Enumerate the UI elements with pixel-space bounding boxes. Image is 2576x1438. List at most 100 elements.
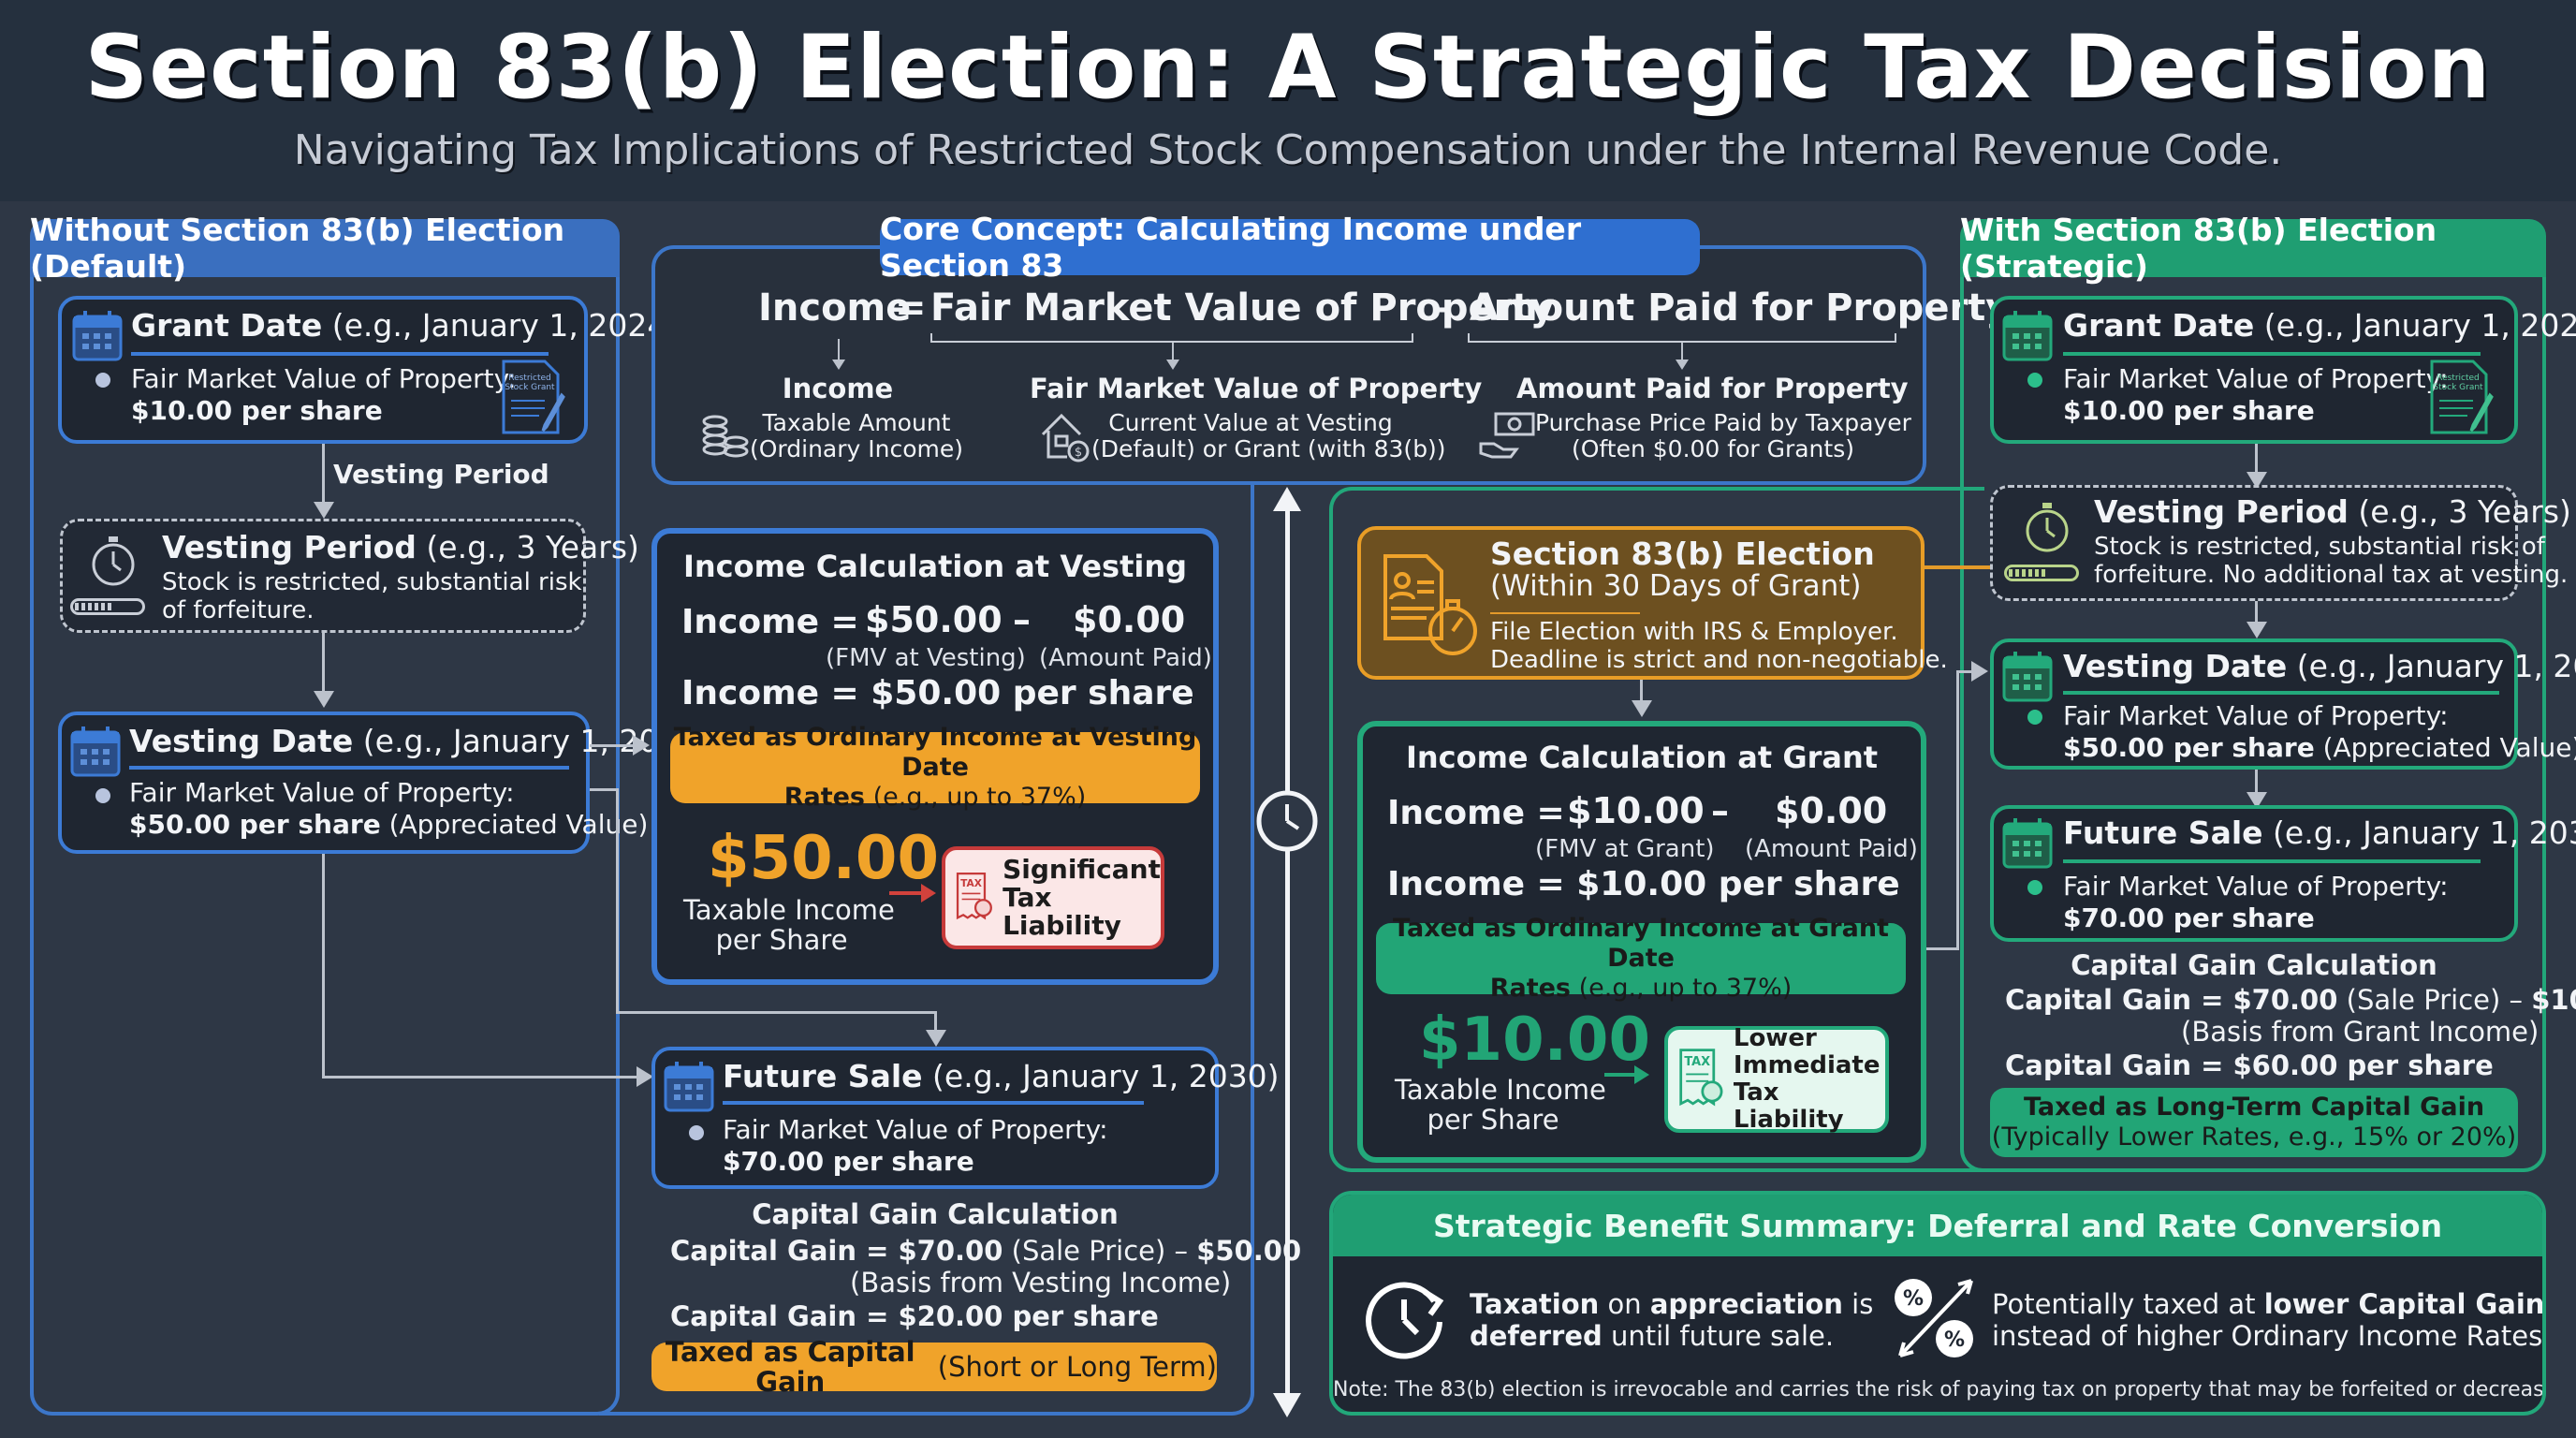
- benefit-text: Taxation: [1470, 1288, 1600, 1320]
- default-panel-right-extension: [599, 481, 1254, 1416]
- fmv-label: Fair Market Value of Property:: [2063, 363, 2449, 394]
- amount-label: per Share: [1427, 1104, 1559, 1136]
- fmv-amount: $50.00: [865, 599, 1003, 640]
- bullet: [95, 373, 110, 388]
- bullet: [2027, 880, 2042, 895]
- default-grant-date-card: Grant Date (e.g., January 1, 2024) Fair …: [58, 296, 679, 444]
- fmv-value: $50.00 per share: [2063, 732, 2315, 763]
- connector: [1910, 565, 1990, 569]
- significant-liability-badge: TAX Significant Tax Liability: [942, 846, 1164, 949]
- concept-item-line: Purchase Price Paid by Taxpayer: [1535, 409, 1911, 436]
- core-concept-tab: Core Concept: Calculating Income under S…: [880, 211, 1700, 284]
- tax-document-icon: TAX: [1679, 1049, 1723, 1107]
- connector: [2255, 601, 2258, 627]
- header-band: [0, 0, 2576, 201]
- vesting-period-title: Vesting Period: [162, 529, 417, 565]
- tax-text-rates: Rates: [1489, 974, 1572, 1003]
- income-label: Income =: [1387, 794, 1565, 832]
- concept-item-line: Current Value at Vesting: [1108, 409, 1393, 436]
- vesting-period-line2: forfeiture. No additional tax at vesting…: [2094, 561, 2569, 589]
- fmv-amount: $10.00: [1567, 790, 1705, 831]
- cg-sale-note: (Sale Price) –: [1003, 1235, 1197, 1267]
- fmv-note: (Appreciated Value): [2322, 732, 2576, 763]
- connector: [1640, 680, 1643, 706]
- divider: [2063, 691, 2499, 695]
- minus-sign: –: [1013, 599, 1031, 640]
- election-title: Section 83(b) Election: [1490, 536, 1875, 572]
- divider: [129, 766, 569, 770]
- connector: [2255, 444, 2258, 479]
- arrow-down-icon: [926, 1030, 946, 1047]
- election-filing-card: Section 83(b) Election (Within 30 Days o…: [1357, 526, 1948, 680]
- svg-text:TAX: TAX: [1684, 1055, 1710, 1069]
- bracket: [930, 333, 1413, 343]
- arrow-down-icon: [1632, 700, 1652, 717]
- connector: [1172, 343, 1174, 365]
- summary-panel: Strategic Benefit Summary: Deferral and …: [1329, 1191, 2546, 1416]
- default-cg-title: Capital Gain Calculation: [752, 1198, 1119, 1230]
- svg-text:%: %: [1903, 1287, 1924, 1311]
- progress-bar-icon: [70, 598, 145, 615]
- stopwatch-icon: [92, 536, 135, 586]
- summary-title: Strategic Benefit Summary: Deferral and …: [1333, 1195, 2542, 1256]
- divider: [2063, 859, 2481, 863]
- page-subtitle: Navigating Tax Implications of Restricte…: [293, 126, 2283, 174]
- vesting-period-line1: Stock is restricted, substantial risk of: [2094, 533, 2545, 561]
- vesting-period-arrow-label: Vesting Period: [333, 459, 549, 490]
- benefit-text: deferred: [1470, 1320, 1603, 1352]
- tax-text: Taxed as Capital Gain: [665, 1336, 915, 1398]
- core-concept-panel: [651, 245, 1926, 485]
- formula-eq: =: [895, 286, 927, 330]
- amount-label: Taxable Income: [683, 894, 895, 926]
- future-sale-date: (e.g., January 1, 2030): [932, 1058, 1280, 1094]
- tax-text: Taxed as Ordinary Income at Grant Date: [1393, 914, 1889, 973]
- red-arrow-icon: [889, 891, 923, 895]
- arrow-down-icon: [1166, 360, 1179, 370]
- divider: [1490, 612, 1640, 614]
- connector: [1926, 947, 1958, 950]
- minus-sign: –: [1711, 790, 1729, 831]
- liability-line: Immediate: [1733, 1051, 1881, 1079]
- calendar-icon: [70, 726, 121, 777]
- grant-title: Grant Date: [2063, 307, 2255, 344]
- fmv-note: (FMV at Vesting): [826, 644, 1026, 672]
- liability-line: Significant: [1003, 854, 1161, 885]
- deferred-clock-icon: [1366, 1282, 1444, 1359]
- fmv-note: (FMV at Grant): [1535, 835, 1715, 863]
- cg-basis-note: (Basis from Vesting Income): [850, 1267, 1232, 1299]
- calc-title: Income Calculation at Vesting: [682, 549, 1188, 584]
- concept-item-title: Amount Paid for Property: [1516, 373, 1909, 404]
- income-result: Income = $10.00 per share: [1387, 865, 1900, 903]
- formula-minus: –: [1432, 286, 1451, 330]
- benefit-text: appreciation: [1649, 1288, 1843, 1320]
- arrow-down-icon: [832, 360, 845, 370]
- tax-rate: (e.g., up to 37%): [872, 783, 1087, 812]
- connector: [616, 1011, 936, 1014]
- connector: [1956, 670, 1975, 673]
- tax-note: (Short or Long Term): [929, 1351, 1217, 1383]
- arrow-down-icon: [314, 502, 334, 519]
- long-term-gain-tax-badge: Taxed as Long-Term Capital Gain (Typical…: [1990, 1088, 2518, 1157]
- fmv-label: Fair Market Value of Property:: [723, 1114, 1108, 1145]
- vesting-period-line1: Stock is restricted, substantial risk: [162, 568, 582, 596]
- cash-hand-icon: [1479, 412, 1535, 459]
- red-arrow-head: [921, 884, 936, 902]
- ordinary-income-tax-badge: Taxed as Ordinary Income at Grant Date R…: [1376, 914, 1906, 1003]
- connector: [934, 1011, 937, 1039]
- svg-text:Stock Grant: Stock Grant: [2433, 383, 2483, 392]
- coins-icon: [702, 415, 749, 458]
- calendar-icon: [2002, 311, 2053, 361]
- grant-date: (e.g., January 1, 2024): [331, 307, 680, 344]
- liability-line: Tax Liability: [1733, 1078, 1844, 1134]
- arrow-right-icon: [633, 735, 650, 756]
- arrow-down-icon: [2247, 622, 2267, 638]
- benefit-text: until future sale.: [1602, 1320, 1835, 1352]
- svg-text:Stock Grant: Stock Grant: [505, 383, 555, 392]
- timeline-arrow-down-icon: [1273, 1393, 1301, 1417]
- vesting-period-detail: (e.g., 3 Years): [426, 529, 639, 565]
- arrow-down-icon: [2247, 792, 2267, 809]
- calendar-icon: [664, 1062, 714, 1112]
- paid-amount: $0.00: [1775, 790, 1888, 831]
- cg-basis: $50.00: [1196, 1235, 1302, 1267]
- tax-text: Taxed as Long-Term Capital Gain: [2023, 1093, 2485, 1122]
